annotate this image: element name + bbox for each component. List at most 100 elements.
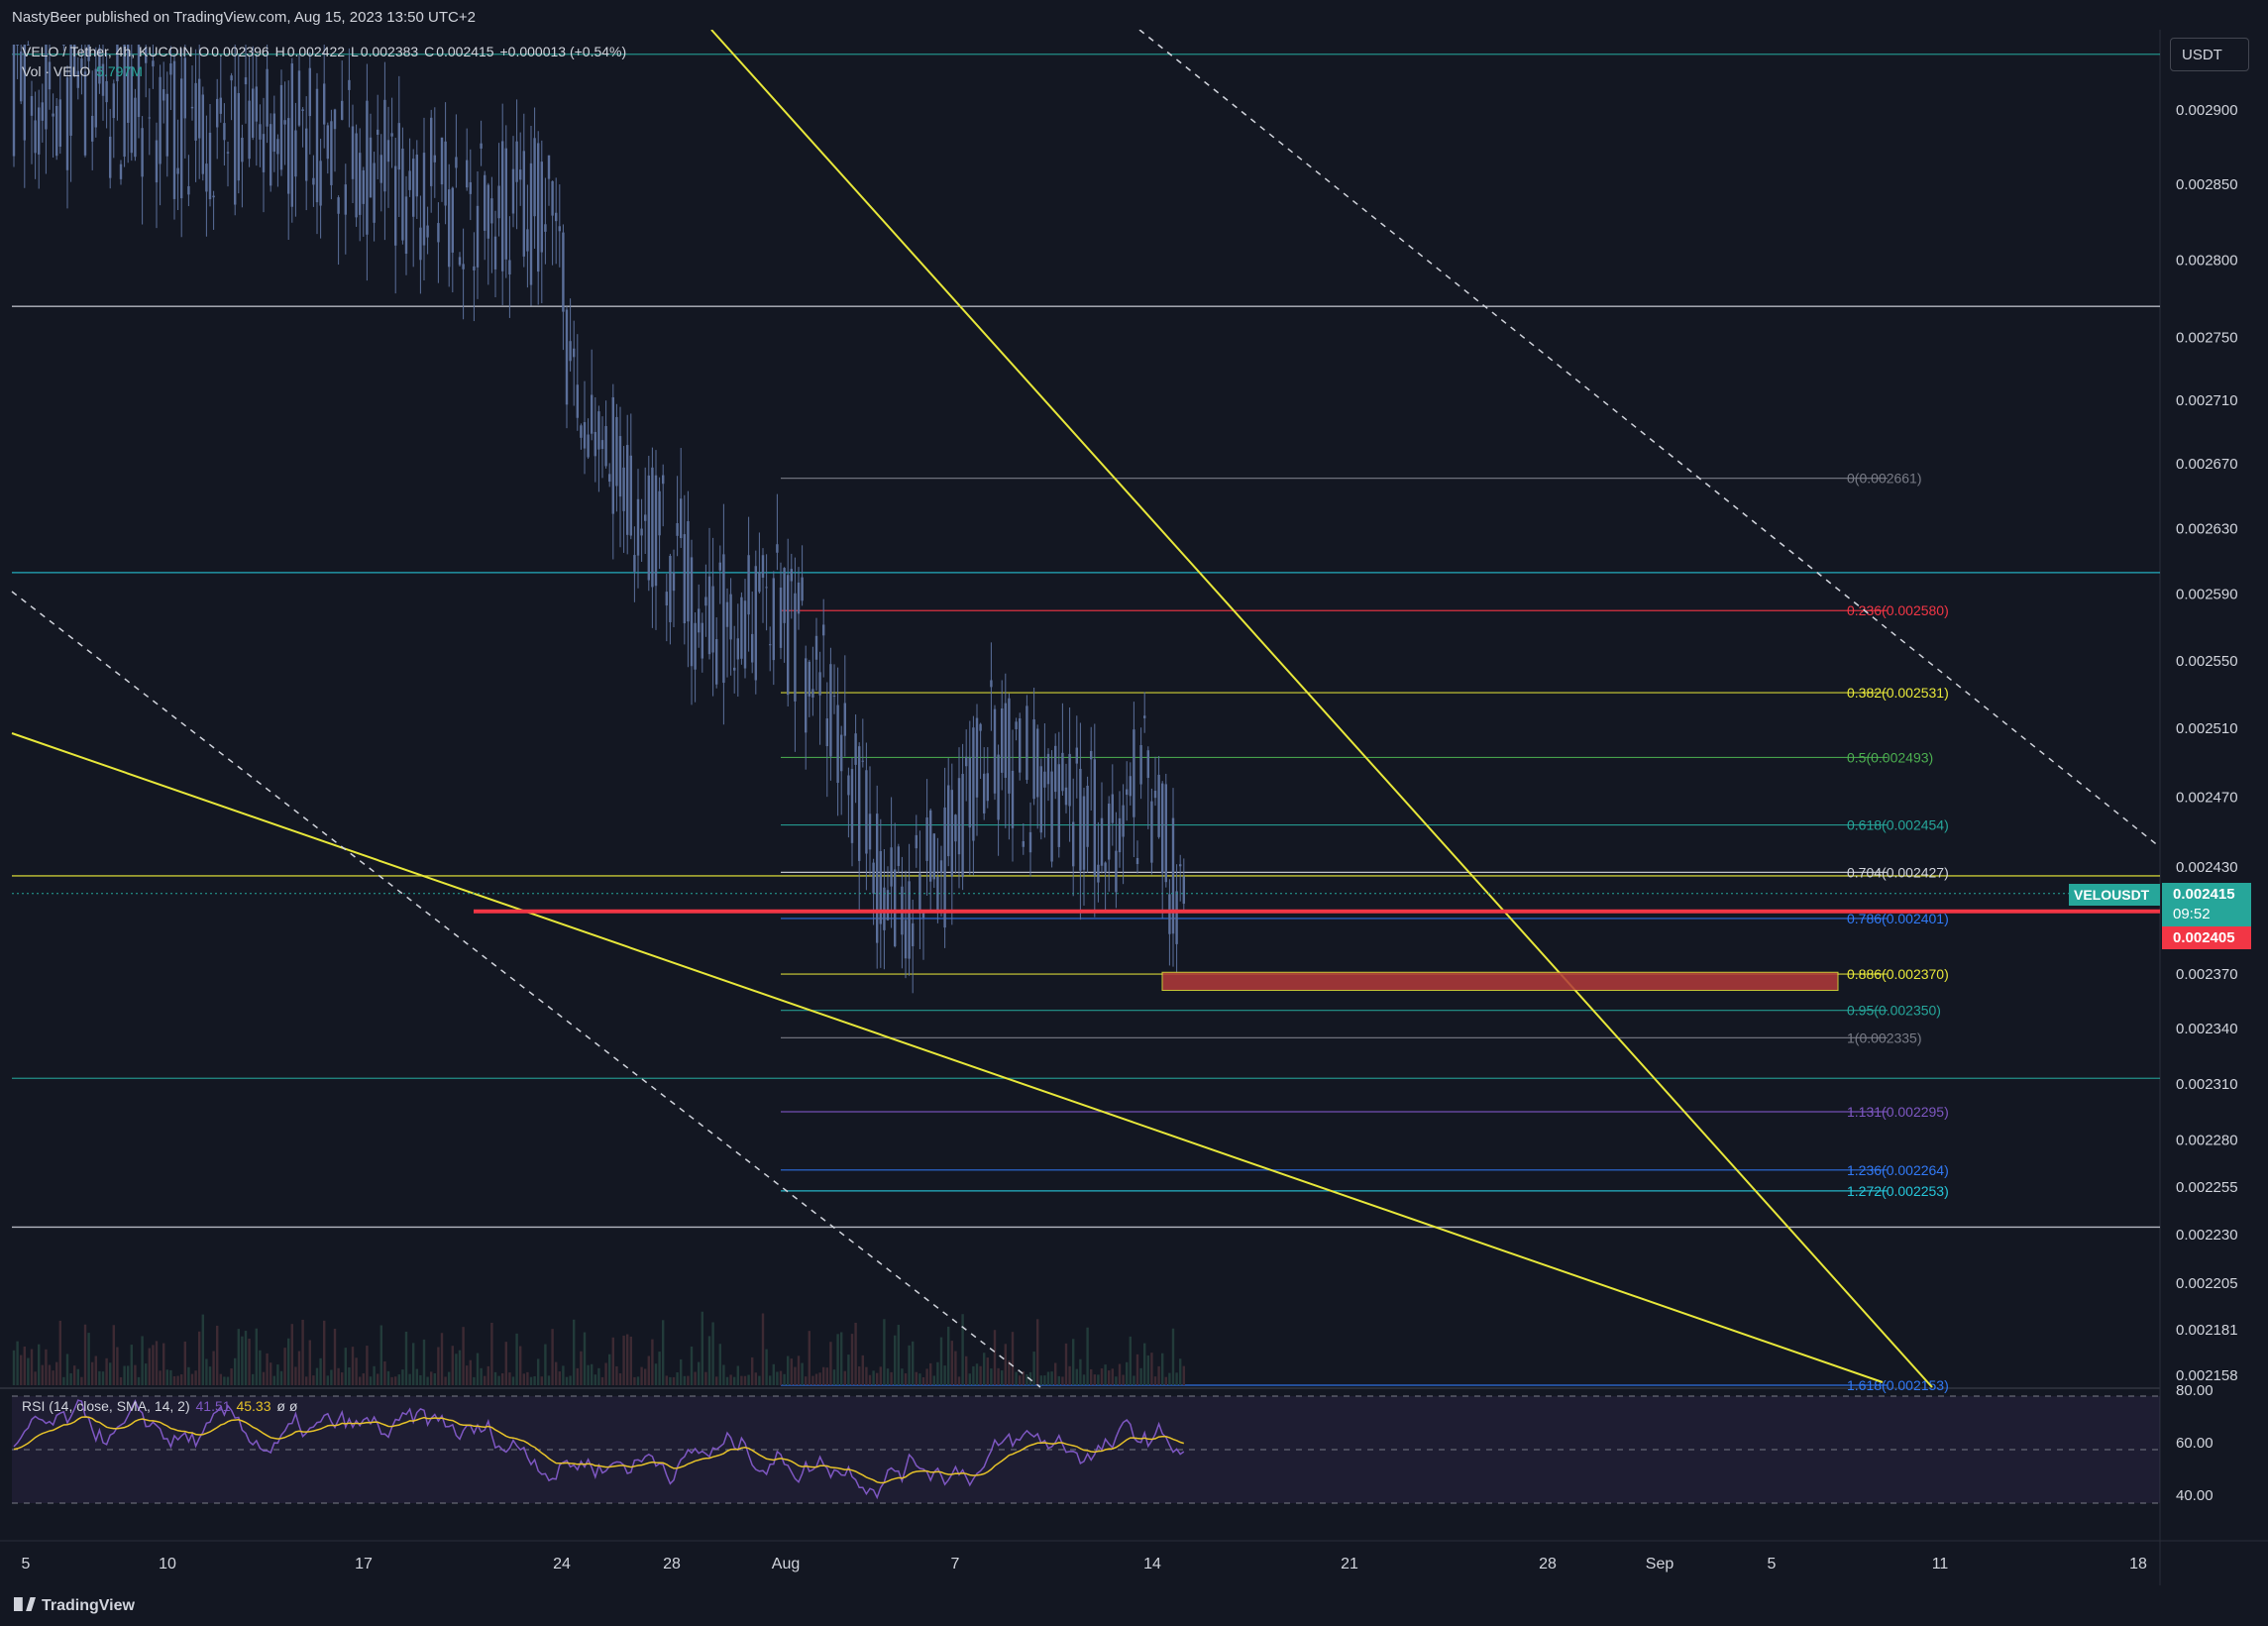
volume-bar — [811, 1375, 814, 1385]
candle-body — [787, 575, 790, 696]
candle-body — [939, 860, 943, 873]
volume-bar — [145, 1363, 148, 1385]
volume-bar — [1135, 1354, 1139, 1385]
volume-bar — [805, 1376, 808, 1385]
volume-bar — [515, 1333, 518, 1385]
candle-body — [134, 97, 137, 158]
candle-body — [408, 170, 411, 190]
volume-bar — [237, 1329, 240, 1385]
candle-body — [194, 82, 197, 141]
candle-body — [466, 160, 469, 188]
candle-body — [808, 661, 810, 697]
candle-body — [672, 572, 676, 592]
candle-body — [1082, 796, 1086, 870]
candle-body — [508, 260, 511, 275]
volume-bars — [12, 1311, 1185, 1385]
volume-bar — [533, 1375, 536, 1385]
fib-level-label: 0.704(0.002427) — [1847, 864, 1949, 880]
candle-body — [73, 45, 76, 77]
candle-body — [1032, 719, 1035, 800]
candle-body — [1135, 857, 1139, 864]
candle-body — [729, 594, 732, 640]
fib-level-label: 0.382(0.002531) — [1847, 685, 1949, 701]
volume-bar — [790, 1358, 793, 1385]
volume-bar — [297, 1351, 301, 1385]
volume-bar — [116, 1347, 119, 1385]
volume-bar — [850, 1334, 854, 1385]
volume-bar — [1026, 1374, 1028, 1385]
volume-bar — [583, 1332, 587, 1385]
candle-body — [618, 436, 622, 497]
candle-body — [718, 562, 721, 571]
candle-body — [366, 100, 369, 235]
volume-bar — [433, 1373, 436, 1385]
volume-bar — [954, 1351, 957, 1385]
candle-body — [651, 467, 654, 588]
candle-body — [794, 593, 797, 702]
candle-body — [119, 163, 123, 179]
time-tick-label: 14 — [1143, 1556, 1161, 1572]
volume-bar — [537, 1358, 540, 1385]
volume-bar — [27, 1357, 30, 1385]
currency-button[interactable]: USDT — [2170, 38, 2249, 71]
candle-body — [797, 582, 801, 614]
candle-body — [790, 569, 793, 582]
candle-body — [259, 124, 262, 140]
candle-body — [130, 65, 133, 154]
volume-bar — [159, 1370, 162, 1385]
candle-body — [1019, 717, 1022, 773]
volume-bar — [565, 1376, 569, 1385]
time-axis: 5 10 17 24 28 Aug 7 14 21 28 Sep 5 11 18 — [22, 1556, 2147, 1572]
logo-text: TradingView — [42, 1597, 135, 1614]
candle-body — [480, 143, 483, 149]
volume-bar — [69, 1372, 72, 1385]
volume-bar — [608, 1354, 611, 1385]
price-tick-label: 0.002590 — [2176, 587, 2238, 603]
candle-body — [1133, 729, 1135, 817]
candle-body — [1022, 840, 1025, 847]
candle-body — [1171, 817, 1175, 934]
volume-bar — [918, 1373, 921, 1385]
candle-body — [658, 490, 661, 536]
candle-body — [212, 195, 215, 198]
volume-bar — [458, 1350, 462, 1385]
volume-bar — [626, 1334, 629, 1385]
volume-bar — [476, 1353, 480, 1385]
candle-body — [230, 75, 233, 81]
price-tick-label: 0.002550 — [2176, 653, 2238, 670]
candle-body — [814, 635, 818, 660]
volume-bar — [701, 1311, 703, 1385]
candle-body — [34, 120, 37, 154]
volume-bar — [522, 1373, 525, 1385]
volume-bar — [373, 1365, 376, 1385]
volume-bar — [101, 1371, 105, 1385]
candle-body — [822, 624, 825, 636]
volume-bar — [1068, 1365, 1071, 1385]
volume-bar — [455, 1354, 458, 1385]
volume-bar — [968, 1373, 971, 1385]
volume-bar — [1133, 1375, 1135, 1385]
volume-bar — [683, 1375, 686, 1385]
volume-bar — [1043, 1375, 1046, 1385]
volume-bar — [1086, 1327, 1089, 1385]
candle-body — [383, 99, 386, 192]
time-tick-label: 21 — [1341, 1556, 1358, 1572]
candle-body — [83, 71, 87, 156]
candle-body — [897, 846, 900, 867]
volume-bar — [348, 1367, 351, 1385]
candle-body — [1111, 794, 1114, 823]
candle-body — [904, 920, 908, 959]
volume-bar — [1090, 1368, 1093, 1385]
volume-bar — [1082, 1374, 1086, 1385]
volume-bar — [486, 1365, 489, 1385]
volume-bar — [366, 1346, 369, 1385]
volume-bar — [801, 1362, 804, 1385]
candle-body — [1004, 703, 1007, 778]
volume-bar — [1039, 1375, 1042, 1385]
candle-body — [1046, 753, 1050, 785]
rsi-sma-line — [13, 1416, 1185, 1484]
volume-bar — [662, 1320, 665, 1385]
volume-bar — [776, 1371, 779, 1385]
volume-bar — [547, 1375, 551, 1385]
